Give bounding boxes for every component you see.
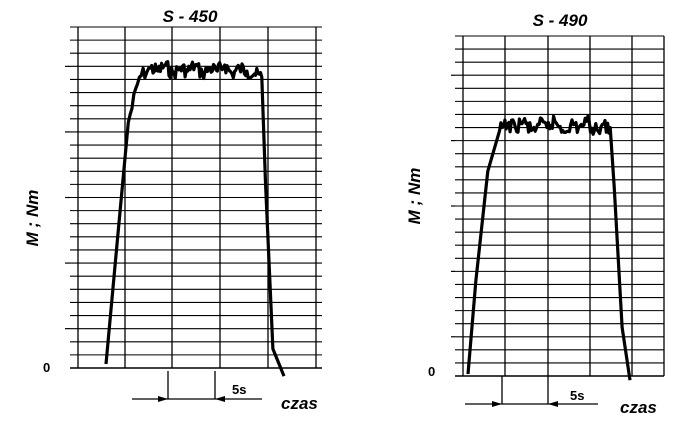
scale-arrow-left	[215, 396, 225, 402]
time-scale-bar	[465, 376, 598, 407]
scale-arrow-right	[492, 401, 502, 407]
grid	[451, 35, 665, 377]
scale-arrow-right	[158, 396, 168, 402]
grid	[65, 26, 322, 369]
time-scale-label: 5s	[570, 388, 584, 403]
series-line	[104, 60, 286, 377]
x-axis-label: czas	[281, 394, 318, 413]
chart-panel-s450: S - 450 M ; Nm 0 5s czas	[23, 7, 322, 413]
chart-title: S - 450	[163, 7, 218, 26]
y-axis-label: M ; Nm	[23, 190, 42, 247]
y-axis-label: M ; Nm	[405, 168, 424, 225]
chart-panel-s490: S - 490 M ; Nm 0 5s czas	[405, 11, 665, 417]
series-line	[466, 114, 632, 381]
time-scale-bar	[132, 371, 262, 402]
time-scale-label: 5s	[232, 382, 246, 397]
chart-title: S - 490	[533, 11, 588, 30]
x-axis-label: czas	[620, 398, 657, 417]
scale-arrow-left	[548, 401, 558, 407]
y-zero-tick-label: 0	[43, 360, 50, 375]
y-zero-tick-label: 0	[428, 364, 435, 379]
